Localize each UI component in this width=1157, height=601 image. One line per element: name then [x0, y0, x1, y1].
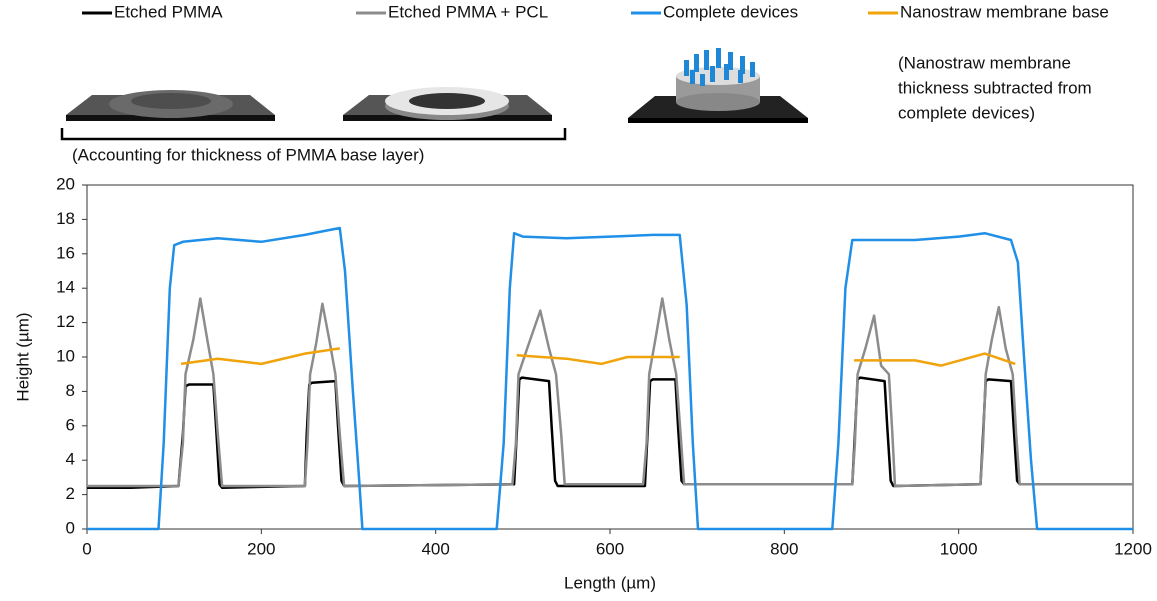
legend-label: Complete devices: [663, 2, 798, 21]
y-tick-label: 10: [56, 346, 75, 365]
illustration-pmma: [66, 90, 275, 121]
y-tick-label: 8: [66, 381, 75, 400]
series-line: [180, 347, 1016, 367]
illustration-pmma-pcl: [343, 87, 552, 121]
annotation: (Accounting for thickness of PMMA base l…: [72, 145, 424, 164]
x-tick-label: 1000: [940, 539, 978, 558]
y-tick-label: 18: [56, 209, 75, 228]
bracket: [60, 128, 567, 141]
series-line: [87, 226, 1133, 531]
x-tick-label: 800: [770, 539, 798, 558]
y-tick-label: 14: [56, 278, 75, 297]
x-tick-label: 200: [247, 539, 275, 558]
y-tick-label: 20: [56, 174, 75, 193]
annotation: (Nanostraw membrane: [898, 53, 1071, 72]
x-tick-label: 1200: [1114, 539, 1152, 558]
series-line: [87, 297, 1133, 488]
x-tick-label: 600: [596, 539, 624, 558]
series-line: [87, 376, 1133, 489]
y-tick-label: 16: [56, 243, 75, 262]
x-tick-label: 0: [82, 539, 91, 558]
y-tick-label: 6: [66, 415, 75, 434]
y-tick-label: 4: [66, 450, 75, 469]
illustration-device: [628, 48, 808, 123]
legend-label: Etched PMMA + PCL: [388, 2, 548, 21]
y-tick-label: 2: [66, 484, 75, 503]
legend-label: Nanostraw membrane base: [900, 2, 1109, 21]
y-axis-title: Height (µm): [13, 312, 32, 401]
x-tick-label: 400: [421, 539, 449, 558]
x-axis-title: Length (µm): [564, 573, 656, 592]
y-tick-label: 12: [56, 312, 75, 331]
annotation: complete devices): [898, 103, 1035, 122]
y-tick-label: 0: [66, 518, 75, 537]
legend-label: Etched PMMA: [114, 2, 223, 21]
annotation: thickness subtracted from: [898, 78, 1092, 97]
